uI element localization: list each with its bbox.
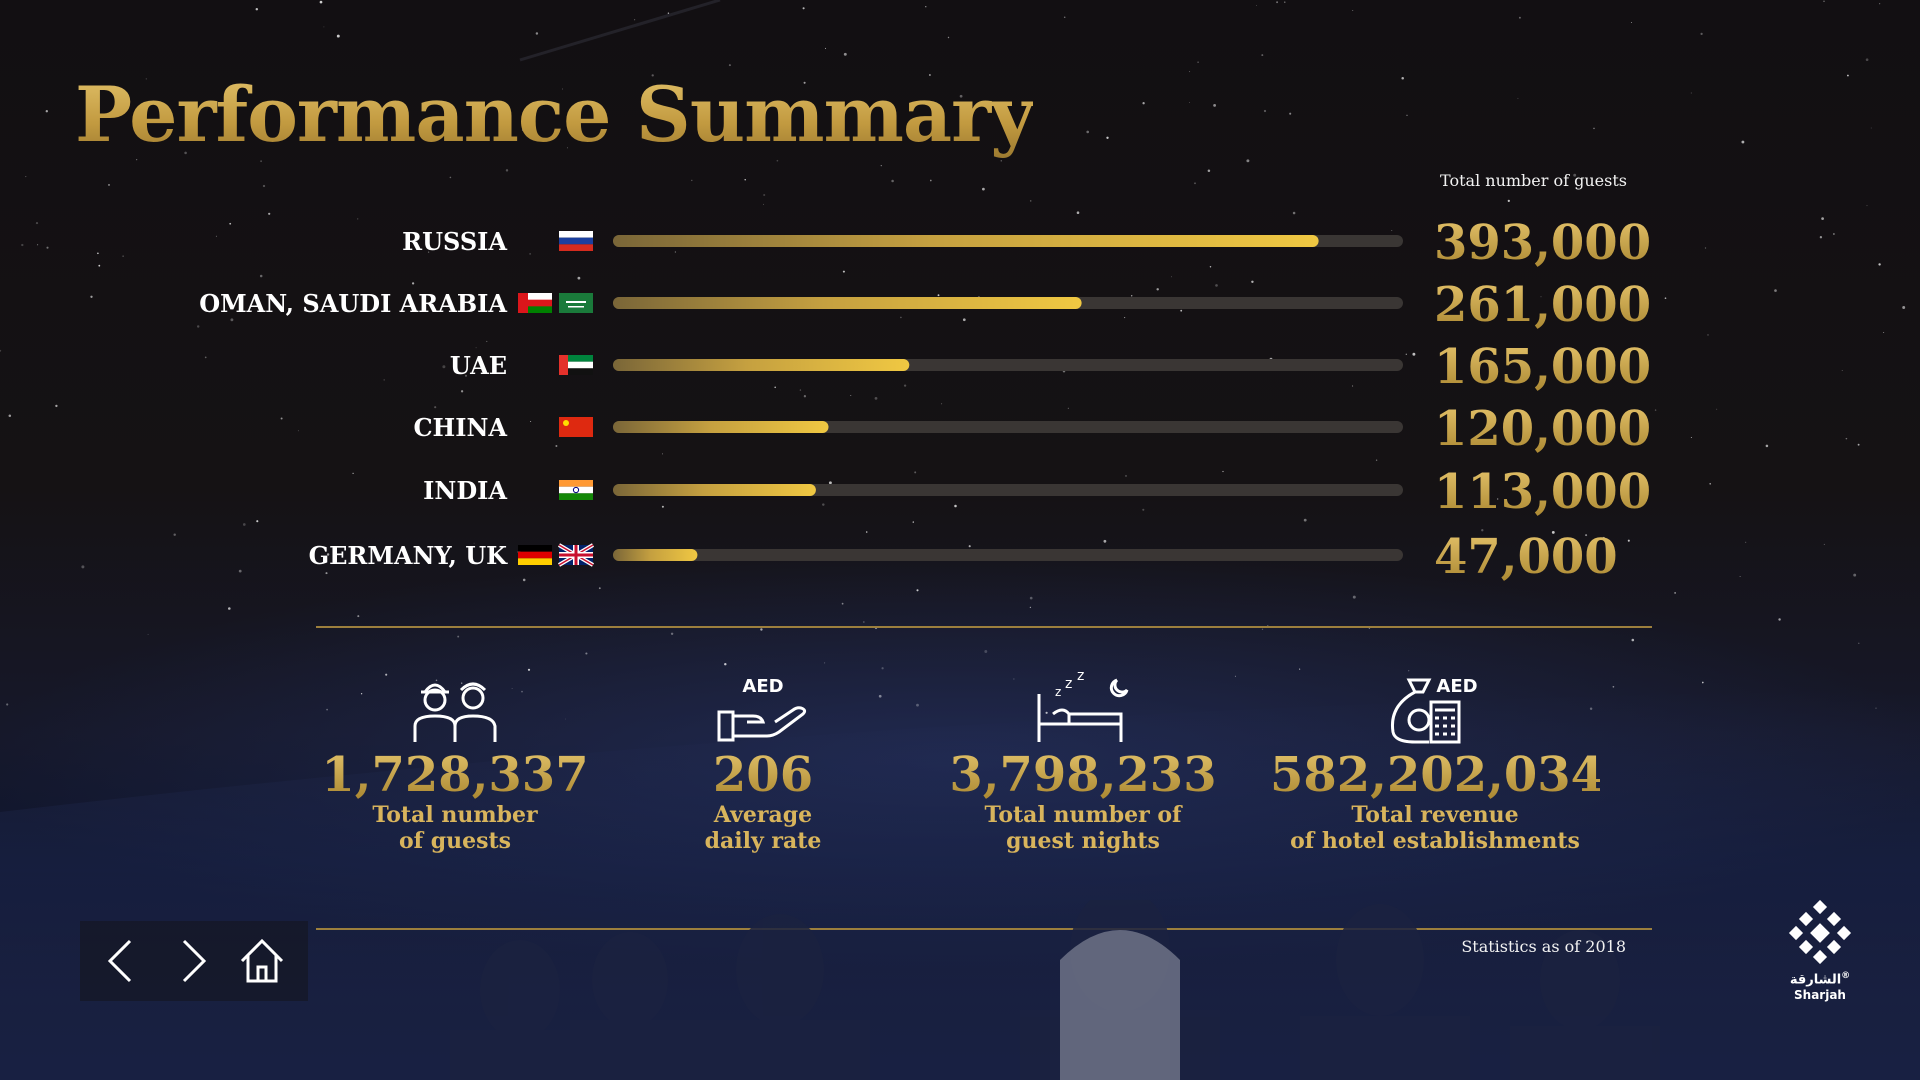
china-flag <box>559 417 593 437</box>
value-label: 120,000 <box>1434 401 1651 457</box>
audience-photo <box>450 900 1660 1080</box>
divider-bottom <box>316 928 1652 930</box>
aed-hand-icon: AED <box>717 676 807 742</box>
value-label: 261,000 <box>1434 277 1651 333</box>
registered-mark: ® <box>1841 971 1851 981</box>
svg-text:z: z <box>1055 685 1061 699</box>
stat-label: Total number of guest nights <box>984 802 1182 854</box>
uk-flag <box>557 543 595 567</box>
bar <box>613 359 910 371</box>
bar-row: GERMANY, UK 47,000 <box>309 529 1618 585</box>
bar-row: INDIA 113,000 <box>423 464 1651 520</box>
bar-row: UAE 165,000 <box>450 339 1651 395</box>
sharjah-logo-mark <box>1788 899 1852 965</box>
page-title: Performance Summary <box>75 70 1034 159</box>
aed-text: AED <box>1436 676 1477 697</box>
russia-flag <box>559 231 593 251</box>
value-label: 393,000 <box>1434 215 1651 271</box>
bar <box>613 484 816 496</box>
germany-flag <box>518 545 552 565</box>
value-label: 165,000 <box>1434 339 1651 395</box>
bar-row: OMAN, SAUDI ARABIA 261,000 <box>199 277 1651 333</box>
logo-english-text: Sharjah <box>1794 988 1846 1003</box>
bar <box>613 297 1082 309</box>
category-label: OMAN, SAUDI ARABIA <box>199 289 507 318</box>
chevron-left-icon[interactable] <box>96 935 148 987</box>
logo-arabic-text: الشارقة <box>1789 972 1842 988</box>
category-label: RUSSIA <box>402 227 507 256</box>
aed-text: AED <box>742 676 783 697</box>
category-label: INDIA <box>423 476 507 505</box>
oman-flag <box>518 293 552 313</box>
stat-label: Average daily rate <box>704 802 822 854</box>
statistics-note: Statistics as of 2018 <box>1461 937 1626 956</box>
value-column-header: Total number of guests <box>1440 171 1627 190</box>
guests-icon <box>413 682 497 742</box>
divider-top <box>316 626 1652 628</box>
stat-value: 582,202,034 <box>1270 747 1605 803</box>
revenue-bag-icon: AED <box>1390 676 1478 744</box>
chevron-right-icon[interactable] <box>166 935 218 987</box>
value-label: 113,000 <box>1434 464 1651 520</box>
india-flag <box>559 480 593 500</box>
bar <box>613 235 1319 247</box>
sharjah-logo: الشارقة® Sharjah <box>1782 899 1858 1003</box>
bar <box>613 549 698 561</box>
stat-value: 3,798,233 <box>918 748 1248 802</box>
category-label: GERMANY, UK <box>309 541 509 570</box>
stat-value: 206 <box>598 748 928 802</box>
svg-text:z: z <box>1077 672 1084 684</box>
home-icon[interactable] <box>236 935 288 987</box>
nav-bar <box>80 921 308 1001</box>
stat-total-guests: 1,728,337 Total number of guests <box>290 672 620 854</box>
stat-value: 1,728,337 <box>290 748 620 802</box>
bar-row: RUSSIA 393,000 <box>402 215 1651 271</box>
value-label: 47,000 <box>1434 529 1618 585</box>
bar-row: CHINA 120,000 <box>413 401 1651 457</box>
saudi-arabia-flag <box>559 293 593 313</box>
stat-guest-nights: z z z 3,798,233 Total number of guest ni… <box>918 672 1248 854</box>
svg-text:z: z <box>1065 676 1072 692</box>
bed-night-icon: z z z <box>1037 672 1129 742</box>
uae-flag <box>559 355 593 375</box>
category-label: UAE <box>450 351 507 380</box>
stat-average-daily-rate: AED 206 Average daily rate <box>598 672 928 854</box>
guests-bar-chart: RUSSIA 393,000 OMAN, SAUDI ARABIA 261,000 UA… <box>199 215 1652 585</box>
stat-label: Total number of guests <box>372 802 538 854</box>
stat-total-revenue: AED 582,202,034 Total revenue of hotel e… <box>1270 672 1605 854</box>
bar-track <box>613 549 1403 561</box>
bar <box>613 421 829 433</box>
category-label: CHINA <box>413 413 507 442</box>
stat-label: Total revenue of hotel establishments <box>1290 802 1580 854</box>
